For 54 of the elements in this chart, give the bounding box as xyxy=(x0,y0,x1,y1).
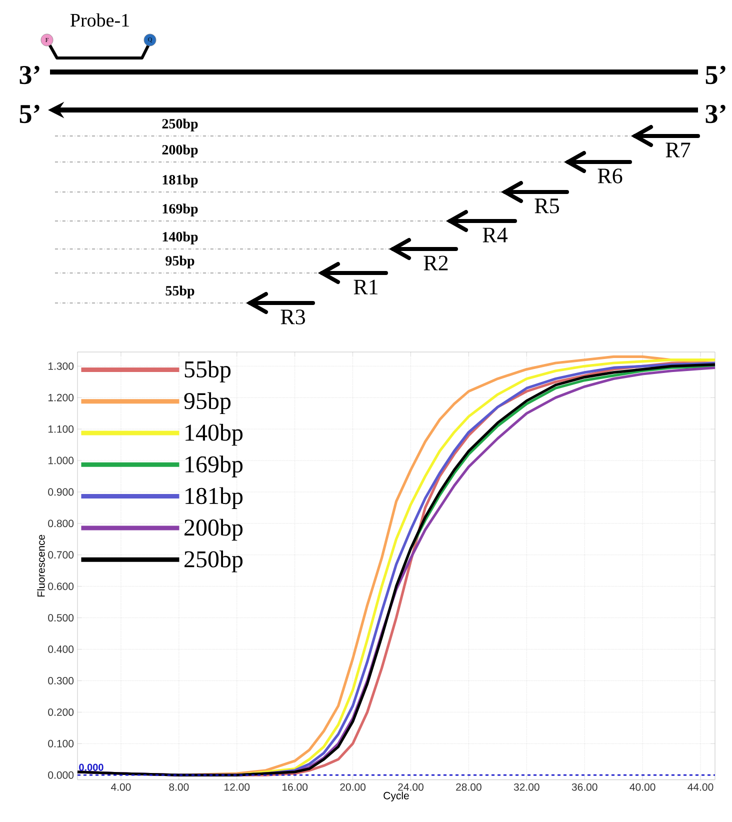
text: 250bp xyxy=(162,118,198,132)
text: 95bp xyxy=(166,256,194,268)
text: 200bp xyxy=(162,144,198,158)
ref-line-label: 0.000 xyxy=(79,764,104,771)
text: R2 xyxy=(424,256,448,270)
text: R1 xyxy=(354,280,378,294)
x-tick-label: 36.00 xyxy=(572,783,598,791)
y-tick-label: 0.000 xyxy=(48,771,74,779)
x-tick-label: 44.00 xyxy=(688,783,714,791)
y-tick-label: 1.000 xyxy=(48,456,74,464)
x-tick-label: 40.00 xyxy=(630,783,656,791)
x-tick-label: 32.00 xyxy=(514,783,540,791)
y-tick-label: 0.800 xyxy=(48,520,74,528)
y-tick-label: 0.600 xyxy=(48,582,74,590)
y-axis-title: Fluorescence xyxy=(37,534,45,597)
y-tick-label: 1.300 xyxy=(48,362,74,370)
legend-label: 140bp xyxy=(186,424,243,446)
x-tick-label: 28.00 xyxy=(456,783,482,791)
x-tick-label: 16.00 xyxy=(282,783,308,791)
text: 140bp xyxy=(162,232,198,244)
x-tick-label: 4.00 xyxy=(110,783,131,791)
x-tick-label: 20.00 xyxy=(340,783,366,791)
legend-label: 200bp xyxy=(184,518,243,541)
x-tick-label: 8.00 xyxy=(169,783,189,791)
legend-label: 181bp xyxy=(186,487,243,509)
x-tick-label: 12.00 xyxy=(224,783,250,791)
y-tick-label: 0.900 xyxy=(48,488,74,496)
text: 5’ xyxy=(20,104,40,124)
y-tick-label: 0.400 xyxy=(48,646,74,653)
y-tick-label: 0.500 xyxy=(48,614,74,622)
text: 3’ xyxy=(706,104,726,124)
x-axis-title: Cycle xyxy=(384,792,409,802)
text: R6 xyxy=(598,168,622,184)
text: Probe-1 xyxy=(70,13,129,27)
y-tick-label: 1.100 xyxy=(48,425,74,433)
text: R3 xyxy=(280,310,305,324)
text: 169bp xyxy=(162,204,198,216)
text: 55bp xyxy=(166,286,194,298)
text: 181bp xyxy=(162,174,198,188)
y-tick-label: 0.200 xyxy=(48,708,74,716)
legend-label: 250bp xyxy=(184,550,243,572)
text: R4 xyxy=(482,228,508,242)
text: 3’ xyxy=(20,66,40,84)
text: 5’ xyxy=(706,66,726,84)
x-tick-label: 24.00 xyxy=(398,783,424,791)
text: R5 xyxy=(534,198,559,214)
y-tick-label: 0.100 xyxy=(48,740,74,748)
legend-label: 55bp xyxy=(184,360,231,382)
y-tick-label: 1.200 xyxy=(48,394,74,402)
legend-label: 95bp xyxy=(184,392,231,414)
legend-label: 169bp xyxy=(186,456,243,478)
y-tick-label: 0.300 xyxy=(48,677,74,684)
text: R7 xyxy=(666,142,690,158)
y-tick-label: 0.700 xyxy=(48,551,74,559)
